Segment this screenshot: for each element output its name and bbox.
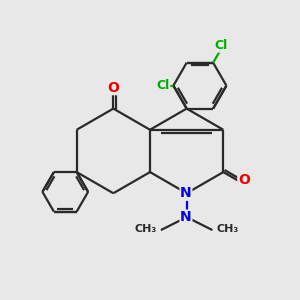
Text: O: O (107, 81, 119, 94)
Text: N: N (180, 186, 192, 200)
Text: Cl: Cl (157, 79, 170, 92)
Text: Cl: Cl (214, 39, 228, 52)
Text: N: N (180, 210, 192, 224)
Text: O: O (238, 173, 250, 188)
Text: CH₃: CH₃ (217, 224, 239, 234)
Text: CH₃: CH₃ (134, 224, 157, 234)
